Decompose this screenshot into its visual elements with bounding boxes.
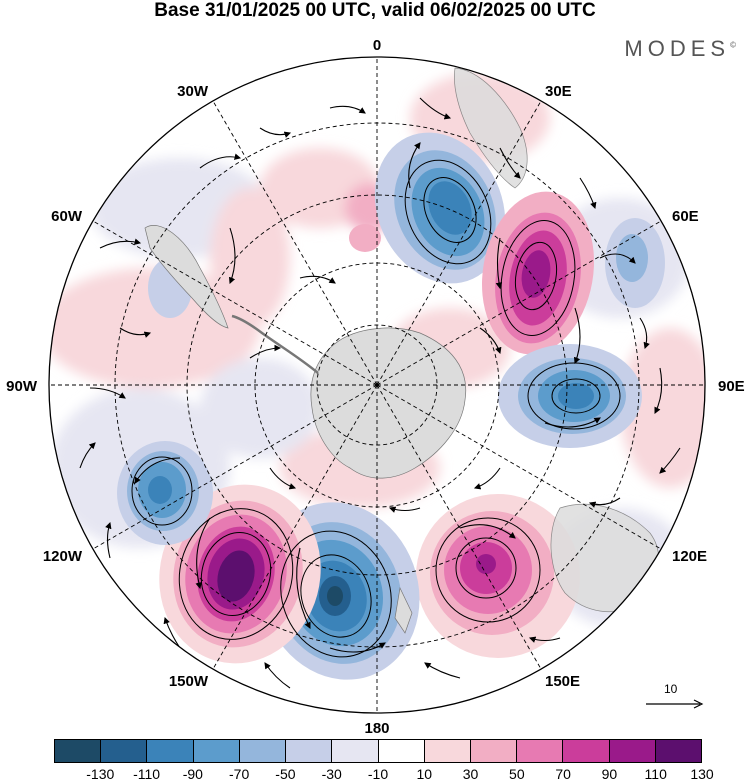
- colorbar: [54, 739, 703, 763]
- colorbar-cell: [516, 739, 563, 763]
- wind-streamlines: [79, 97, 681, 689]
- colorbar-tick-label: -70: [229, 766, 250, 782]
- colorbar-tick-label: -10: [367, 766, 389, 782]
- map-title: Base 31/01/2025 00 UTC, valid 06/02/2025…: [154, 0, 596, 21]
- lon-label-150w: 150W: [169, 673, 209, 690]
- meridians: [49, 57, 705, 713]
- colorbar-cell: [238, 739, 286, 763]
- lon-label-60e: 60E: [672, 208, 699, 225]
- colorbar-cell: [654, 739, 703, 763]
- antarctica-land: [310, 327, 467, 479]
- reference-arrow-icon: [646, 699, 704, 709]
- colorbar-cell: [100, 739, 147, 763]
- lon-label-60w: 60W: [51, 208, 83, 225]
- antarctic-peninsula: [231, 314, 319, 374]
- colorbar-tick-label: -110: [133, 766, 161, 782]
- lon-label-180: 180: [364, 720, 389, 737]
- brand-name: MODES: [624, 36, 731, 61]
- lon-label-150e: 150E: [545, 673, 580, 690]
- reference-vector: 10: [642, 682, 708, 712]
- colorbar-tick-label: -30: [321, 766, 342, 782]
- lon-label-30w: 30W: [177, 83, 209, 100]
- lon-label-90w: 90W: [6, 378, 38, 395]
- colorbar-labels: -130 -110 -90 -70 -50 -30 -10 10 30 50 70 90 110 130: [54, 766, 713, 782]
- reference-vector-label: 10: [664, 682, 678, 696]
- colorbar-tick-label: 110: [644, 766, 667, 782]
- field-layer: [49, 57, 705, 713]
- copyright-mark: ©: [730, 40, 736, 50]
- colorbar-cell: [608, 739, 655, 763]
- colorbar-cell: [469, 739, 517, 763]
- colorbar-tick-label: 30: [462, 766, 479, 782]
- colorbar-cell: [285, 739, 332, 763]
- colorbar-cell: [192, 739, 239, 763]
- colorbar-tick-label: 10: [416, 766, 433, 782]
- colorbar-tick-label: -90: [182, 766, 203, 782]
- polar-stereographic-plot: 0 30E 60E 90E 120E 150E 180 150W 120W 90…: [6, 37, 745, 737]
- colorbar-tick-label: 130: [690, 766, 714, 782]
- lon-label-90e: 90E: [718, 378, 745, 395]
- lon-label-0: 0: [373, 37, 381, 54]
- colorbar-tick-label: 70: [555, 766, 571, 782]
- lon-label-120w: 120W: [43, 548, 83, 565]
- map-boundary: [48, 56, 706, 714]
- colorbar-cell: [331, 739, 378, 763]
- south-america-land: [144, 225, 229, 329]
- colorbar-tick-label: 50: [509, 766, 525, 782]
- high-anomaly-130e: [416, 494, 580, 658]
- colorbar-tick-label: -50: [275, 766, 296, 782]
- small-high-anomaly: [349, 224, 381, 252]
- lon-label-30e: 30E: [545, 83, 572, 100]
- africa-land: [454, 67, 528, 189]
- colorbar-cell: [54, 739, 101, 763]
- colorbar-tick-label: 90: [601, 766, 618, 782]
- high-anomaly-northeast: [481, 191, 595, 355]
- high-anomaly-135w: [159, 484, 321, 664]
- colorbar-cell: [562, 739, 609, 763]
- polar-map: 0 30E 60E 90E 120E 150E 180 150W 120W 90…: [0, 28, 750, 740]
- colorbar-tick-label: -130: [86, 766, 115, 782]
- modes-logo: MODES©: [624, 36, 736, 62]
- colorbar-cell: [146, 739, 193, 763]
- low-anomaly-110w: [117, 441, 213, 545]
- colorbar-cell: [423, 739, 470, 763]
- lon-label-120e: 120E: [672, 548, 707, 565]
- colorbar-cell: [377, 739, 424, 763]
- new-zealand-land: [394, 586, 413, 634]
